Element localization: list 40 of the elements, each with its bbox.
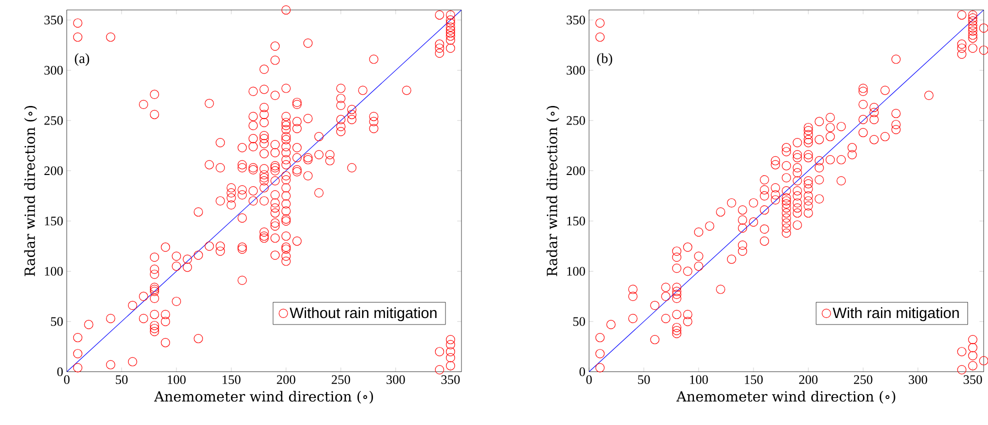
y-tick-label: 300: [566, 66, 586, 75]
x-axis-title: Anemometer wind direction (∘): [154, 391, 373, 404]
x-tick-label: 150: [222, 375, 240, 384]
y-tick-label: 300: [44, 66, 63, 75]
x-tick-label: 350: [441, 375, 460, 384]
x-tick-label: 250: [854, 375, 872, 384]
x-tick-label: 150: [744, 375, 763, 384]
x-tick-label: 100: [690, 375, 708, 384]
x-tick-label: 0: [586, 375, 592, 384]
y-tick-label: 100: [567, 267, 586, 276]
y-tick-label: 200: [44, 166, 63, 176]
x-tick-label: 250: [332, 375, 350, 384]
y-tick-label: 100: [44, 267, 63, 276]
y-tick-label: 250: [566, 116, 586, 126]
y-tick-label: 350: [566, 16, 586, 25]
y-tick-label: 0: [580, 368, 586, 376]
y-tick-label: 0: [57, 368, 63, 376]
x-tick-label: 300: [908, 375, 928, 384]
y-tick-label: 150: [567, 216, 586, 226]
x-tick-label: 0: [64, 375, 70, 384]
y-tick-label: 150: [44, 216, 63, 226]
y-tick-label: 50: [573, 317, 586, 326]
x-tick-label: 200: [799, 375, 818, 384]
y-axis-title: Radar wind direction (∘): [546, 106, 560, 276]
annotation: (b): [597, 53, 612, 66]
legend-label: Without rain mitigation: [290, 307, 437, 322]
y-axis-title: Radar wind direction (∘): [24, 106, 37, 276]
y-tick-label: 50: [51, 317, 63, 326]
x-tick-label: 50: [638, 375, 650, 384]
annotation: (a): [74, 53, 90, 66]
x-tick-label: 200: [276, 375, 296, 384]
x-tick-label: 350: [964, 375, 982, 384]
y-tick-label: 350: [44, 16, 63, 25]
x-tick-label: 100: [168, 375, 186, 384]
x-axis-title: Anemometer wind direction (∘): [676, 391, 896, 404]
x-tick-label: 300: [386, 375, 405, 384]
y-tick-label: 250: [44, 116, 63, 126]
x-tick-label: 50: [116, 375, 128, 384]
legend-label: With rain mitigation: [832, 307, 959, 322]
y-tick-label: 200: [566, 166, 586, 176]
